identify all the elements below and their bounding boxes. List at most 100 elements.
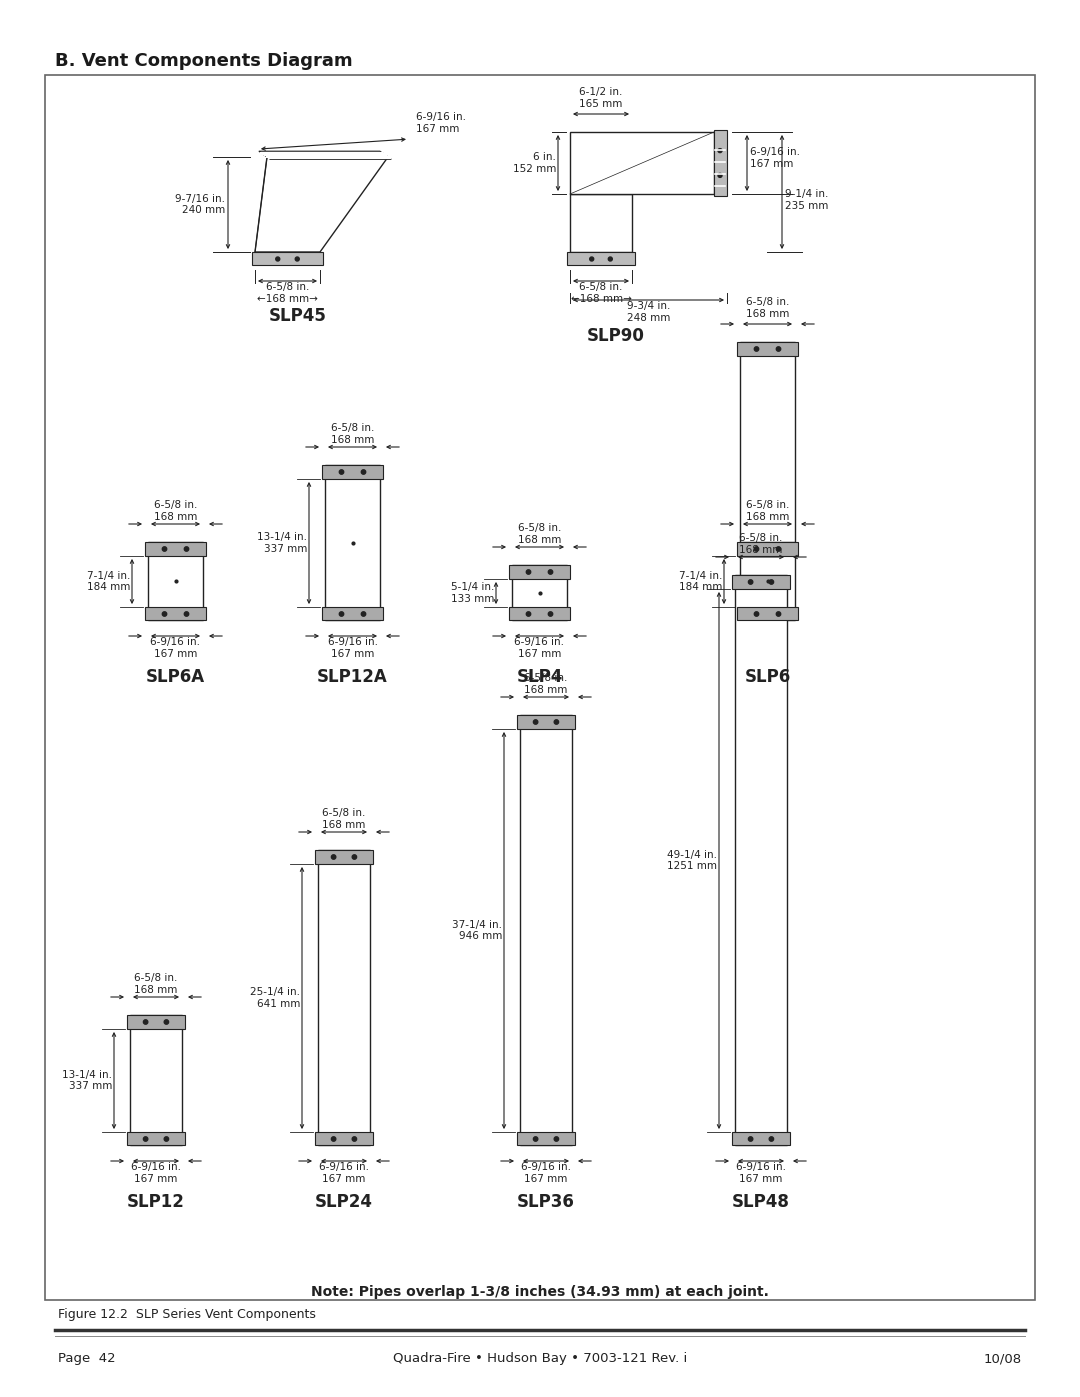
Bar <box>567 251 635 265</box>
Bar <box>737 542 798 556</box>
Circle shape <box>534 719 538 724</box>
Text: 13-1/4 in.
337 mm: 13-1/4 in. 337 mm <box>62 1070 112 1091</box>
Circle shape <box>777 612 781 616</box>
Circle shape <box>769 580 773 584</box>
Bar <box>509 608 570 620</box>
Text: SLP45: SLP45 <box>269 307 326 326</box>
Bar <box>517 1132 575 1146</box>
Bar <box>740 342 795 542</box>
Text: 6-5/8 in.
168 mm: 6-5/8 in. 168 mm <box>746 298 789 319</box>
Circle shape <box>748 580 753 584</box>
Circle shape <box>769 1137 773 1141</box>
Circle shape <box>554 719 558 724</box>
Text: 7-1/4 in.
184 mm: 7-1/4 in. 184 mm <box>86 571 130 592</box>
Circle shape <box>777 546 781 552</box>
Text: 6-9/16 in.
167 mm: 6-9/16 in. 167 mm <box>319 1162 369 1183</box>
Circle shape <box>332 1137 336 1141</box>
Circle shape <box>549 570 553 574</box>
Bar <box>325 465 380 620</box>
Text: 6-5/8 in.
168 mm: 6-5/8 in. 168 mm <box>330 423 374 446</box>
Circle shape <box>144 1137 148 1141</box>
Bar <box>570 131 714 194</box>
Text: 6-5/8 in.
168 mm: 6-5/8 in. 168 mm <box>134 974 178 995</box>
Text: SLP6: SLP6 <box>744 668 791 686</box>
Bar <box>714 130 727 196</box>
Polygon shape <box>255 156 388 251</box>
Bar <box>315 849 373 863</box>
Circle shape <box>526 570 530 574</box>
Text: SLP36: SLP36 <box>517 1193 575 1211</box>
Bar <box>512 564 567 620</box>
Text: 7-1/4 in.
184 mm: 7-1/4 in. 184 mm <box>678 571 723 592</box>
Text: SLP12: SLP12 <box>127 1193 185 1211</box>
Circle shape <box>185 612 189 616</box>
Text: 6-5/8 in.
168 mm: 6-5/8 in. 168 mm <box>517 524 562 545</box>
Circle shape <box>164 1137 168 1141</box>
Circle shape <box>144 1020 148 1024</box>
Text: 6-9/16 in.
167 mm: 6-9/16 in. 167 mm <box>327 637 378 658</box>
Text: 6-5/8 in.
←168 mm→: 6-5/8 in. ←168 mm→ <box>257 282 318 303</box>
Bar <box>45 75 1035 1301</box>
Circle shape <box>718 148 723 152</box>
Text: 37-1/4 in.
946 mm: 37-1/4 in. 946 mm <box>453 919 502 942</box>
Circle shape <box>162 546 166 552</box>
Text: 6-9/16 in.
167 mm: 6-9/16 in. 167 mm <box>131 1162 181 1183</box>
Circle shape <box>777 346 781 351</box>
Text: SLP24: SLP24 <box>315 1193 373 1211</box>
Circle shape <box>754 612 759 616</box>
Circle shape <box>590 257 594 261</box>
Circle shape <box>275 257 280 261</box>
Circle shape <box>352 855 356 859</box>
Circle shape <box>162 612 166 616</box>
Bar <box>735 576 787 1146</box>
Polygon shape <box>259 151 391 159</box>
Bar <box>127 1016 185 1030</box>
Circle shape <box>352 1137 356 1141</box>
Bar <box>740 542 795 620</box>
Bar <box>315 1132 373 1146</box>
Circle shape <box>332 855 336 859</box>
Bar <box>148 542 203 620</box>
Text: SLP48: SLP48 <box>732 1193 789 1211</box>
Circle shape <box>164 1020 168 1024</box>
Text: 6 in.
152 mm: 6 in. 152 mm <box>513 152 556 173</box>
Text: Note: Pipes overlap 1-3/8 inches (34.93 mm) at each joint.: Note: Pipes overlap 1-3/8 inches (34.93 … <box>311 1285 769 1299</box>
Text: 10/08: 10/08 <box>984 1352 1022 1365</box>
Circle shape <box>549 612 553 616</box>
Circle shape <box>754 546 759 552</box>
Text: 6-9/16 in.
167 mm: 6-9/16 in. 167 mm <box>735 1162 786 1183</box>
Bar <box>509 564 570 578</box>
Text: 6-5/8 in.
168 mm: 6-5/8 in. 168 mm <box>322 809 366 830</box>
Circle shape <box>362 469 366 474</box>
Circle shape <box>608 257 612 261</box>
Text: 6-9/16 in.
167 mm: 6-9/16 in. 167 mm <box>150 637 201 658</box>
Circle shape <box>339 612 343 616</box>
Bar <box>127 1132 185 1146</box>
Text: 6-5/8 in.
168 mm: 6-5/8 in. 168 mm <box>153 500 198 522</box>
Text: Quadra-Fire • Hudson Bay • 7003-121 Rev. i: Quadra-Fire • Hudson Bay • 7003-121 Rev.… <box>393 1352 687 1365</box>
Text: Page  42: Page 42 <box>58 1352 116 1365</box>
Text: 13-1/4 in.
337 mm: 13-1/4 in. 337 mm <box>257 532 307 553</box>
Text: 5-1/4 in.
133 mm: 5-1/4 in. 133 mm <box>450 583 494 604</box>
Bar <box>145 542 206 556</box>
Text: SLP6A: SLP6A <box>146 668 205 686</box>
Bar <box>570 194 632 251</box>
Text: SLP12A: SLP12A <box>318 668 388 686</box>
Text: 6-5/8 in.
168 mm: 6-5/8 in. 168 mm <box>740 534 783 555</box>
Bar <box>130 1016 183 1146</box>
Text: 6-5/8 in.
168 mm: 6-5/8 in. 168 mm <box>524 673 568 694</box>
Bar <box>519 715 572 1146</box>
Bar <box>517 715 575 729</box>
Text: 6-5/8 in.
168 mm: 6-5/8 in. 168 mm <box>746 500 789 522</box>
Bar <box>737 342 798 356</box>
Bar <box>732 1132 789 1146</box>
Circle shape <box>339 469 343 474</box>
Bar <box>318 849 370 1146</box>
Text: SLP4: SLP4 <box>516 668 563 686</box>
Bar <box>145 608 206 620</box>
Bar <box>252 251 323 265</box>
Text: 25-1/4 in.
641 mm: 25-1/4 in. 641 mm <box>249 988 300 1009</box>
Text: Figure 12.2  SLP Series Vent Components: Figure 12.2 SLP Series Vent Components <box>58 1308 315 1322</box>
Circle shape <box>185 546 189 552</box>
Bar <box>732 576 789 590</box>
